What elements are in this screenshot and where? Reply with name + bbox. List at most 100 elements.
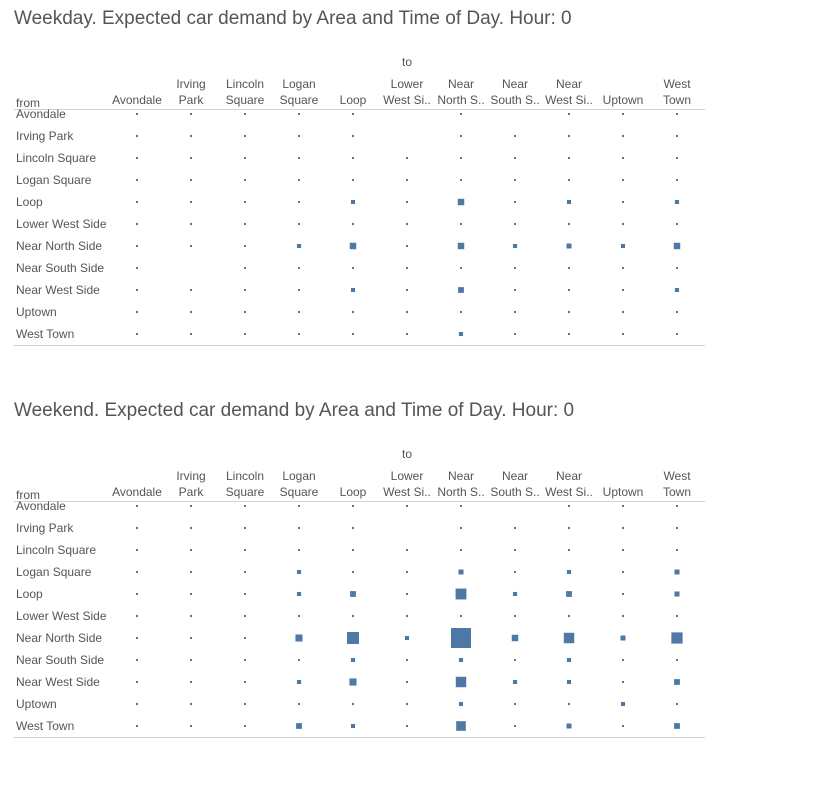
heatmap-cell-mark <box>406 333 408 335</box>
heatmap-cell-mark <box>676 615 678 617</box>
heatmap-cell-mark <box>676 505 678 507</box>
heatmap-cell-mark <box>136 135 138 137</box>
heatmap-cell-mark <box>460 113 462 115</box>
chart-title: Weekend. Expected car demand by Area and… <box>14 400 575 421</box>
heatmap-cell-mark <box>514 615 516 617</box>
column-label: Loop <box>339 93 367 107</box>
heatmap-cell-mark <box>514 549 516 551</box>
heatmap-cell-mark <box>298 505 300 507</box>
heatmap-cell-mark <box>620 701 626 707</box>
chart-title: Weekday. Expected car demand by Area and… <box>14 8 572 29</box>
heatmap-cell-mark <box>190 505 192 507</box>
column-label: Lincoln Square <box>225 77 265 107</box>
row-label: Avondale <box>16 499 66 513</box>
heatmap-cell-mark <box>455 676 467 688</box>
heatmap-cell-mark <box>514 201 516 203</box>
heatmap-cell-mark <box>352 527 354 529</box>
heatmap-cell-mark <box>190 245 192 247</box>
heatmap-cell-mark <box>352 113 354 115</box>
heatmap-cell-mark <box>514 223 516 225</box>
heatmap-cell-mark <box>244 593 246 595</box>
column-label: Uptown <box>602 485 644 499</box>
column-label: Near South S.. <box>490 469 540 499</box>
heatmap-cell-mark <box>622 267 624 269</box>
heatmap-cell-mark <box>676 549 678 551</box>
heatmap-cell-mark <box>514 311 516 313</box>
heatmap-cell-mark <box>568 615 570 617</box>
heatmap-cell-mark <box>622 311 624 313</box>
row-label: Logan Square <box>16 173 92 187</box>
heatmap-cell-mark <box>406 179 408 181</box>
heatmap-cell-mark <box>406 659 408 661</box>
heatmap-cell-mark <box>568 311 570 313</box>
header-divider <box>14 501 705 502</box>
row-label: Loop <box>16 195 43 209</box>
heatmap-cell-mark <box>136 527 138 529</box>
weekday-panel: Weekday. Expected car demand by Area and… <box>0 8 820 368</box>
heatmap-cell-mark <box>458 287 464 293</box>
heatmap-cell-mark <box>352 223 354 225</box>
heatmap-cell-mark <box>406 681 408 683</box>
column-label: Near West Si.. <box>545 469 593 499</box>
heatmap-cell-mark <box>136 333 138 335</box>
heatmap-cell-mark <box>298 113 300 115</box>
heatmap-cell-mark <box>136 637 138 639</box>
row-label: Near West Side <box>16 675 100 689</box>
heatmap-cell-mark <box>136 289 138 291</box>
heatmap-cell-mark <box>244 157 246 159</box>
heatmap-cell-mark <box>460 135 462 137</box>
heatmap-cell-mark <box>406 311 408 313</box>
heatmap-cell-mark <box>190 549 192 551</box>
heatmap-cell-mark <box>514 267 516 269</box>
heatmap-cell-mark <box>244 201 246 203</box>
row-label: Logan Square <box>16 565 92 579</box>
header-divider <box>14 109 705 110</box>
heatmap-cell-mark <box>406 157 408 159</box>
heatmap-cell-mark <box>676 267 678 269</box>
heatmap-cell-mark <box>404 635 410 641</box>
heatmap-cell-mark <box>350 591 356 597</box>
row-label: Uptown <box>16 697 57 711</box>
column-label: Lower West Si.. <box>383 77 431 107</box>
heatmap-cell-mark <box>136 113 138 115</box>
heatmap-cell-mark <box>460 615 462 617</box>
heatmap-cell-mark <box>244 179 246 181</box>
heatmap-cell-mark <box>298 311 300 313</box>
heatmap-cell-mark <box>298 201 300 203</box>
heatmap-cell-mark <box>460 505 462 507</box>
heatmap-cell-mark <box>460 267 462 269</box>
heatmap-cell-mark <box>566 591 572 597</box>
heatmap-cell-mark <box>674 591 680 597</box>
heatmap-cell-mark <box>190 135 192 137</box>
row-label: Near South Side <box>16 653 105 667</box>
column-label: Loop <box>339 485 367 499</box>
heatmap-cell-mark <box>352 267 354 269</box>
heatmap-cell-mark <box>296 243 302 249</box>
heatmap-cell-mark <box>350 657 356 663</box>
heatmap-cell-mark <box>568 703 570 705</box>
heatmap-cell-mark <box>676 311 678 313</box>
row-label: Loop <box>16 587 43 601</box>
heatmap-cell-mark <box>622 505 624 507</box>
heatmap-cell-mark <box>406 703 408 705</box>
row-label: Lincoln Square <box>16 151 97 165</box>
heatmap-cell-mark <box>352 571 354 573</box>
heatmap-cell-mark <box>352 505 354 507</box>
heatmap-cell-mark <box>676 135 678 137</box>
heatmap-cell-mark <box>244 223 246 225</box>
heatmap-cell-mark <box>676 113 678 115</box>
heatmap-cell-mark <box>190 179 192 181</box>
heatmap-cell-mark <box>136 201 138 203</box>
column-label: Near South S.. <box>490 77 540 107</box>
heatmap-cell-mark <box>622 135 624 137</box>
heatmap-cell-mark <box>622 549 624 551</box>
heatmap-cell-mark <box>136 245 138 247</box>
heatmap-cell-mark <box>622 289 624 291</box>
heatmap-cell-mark <box>620 243 626 249</box>
heatmap-cell-mark <box>451 628 471 648</box>
heatmap-cell-mark <box>136 505 138 507</box>
heatmap-cell-mark <box>622 223 624 225</box>
heatmap-cell-mark <box>460 527 462 529</box>
column-label: Near North S.. <box>437 469 485 499</box>
column-label: Avondale <box>112 485 162 499</box>
